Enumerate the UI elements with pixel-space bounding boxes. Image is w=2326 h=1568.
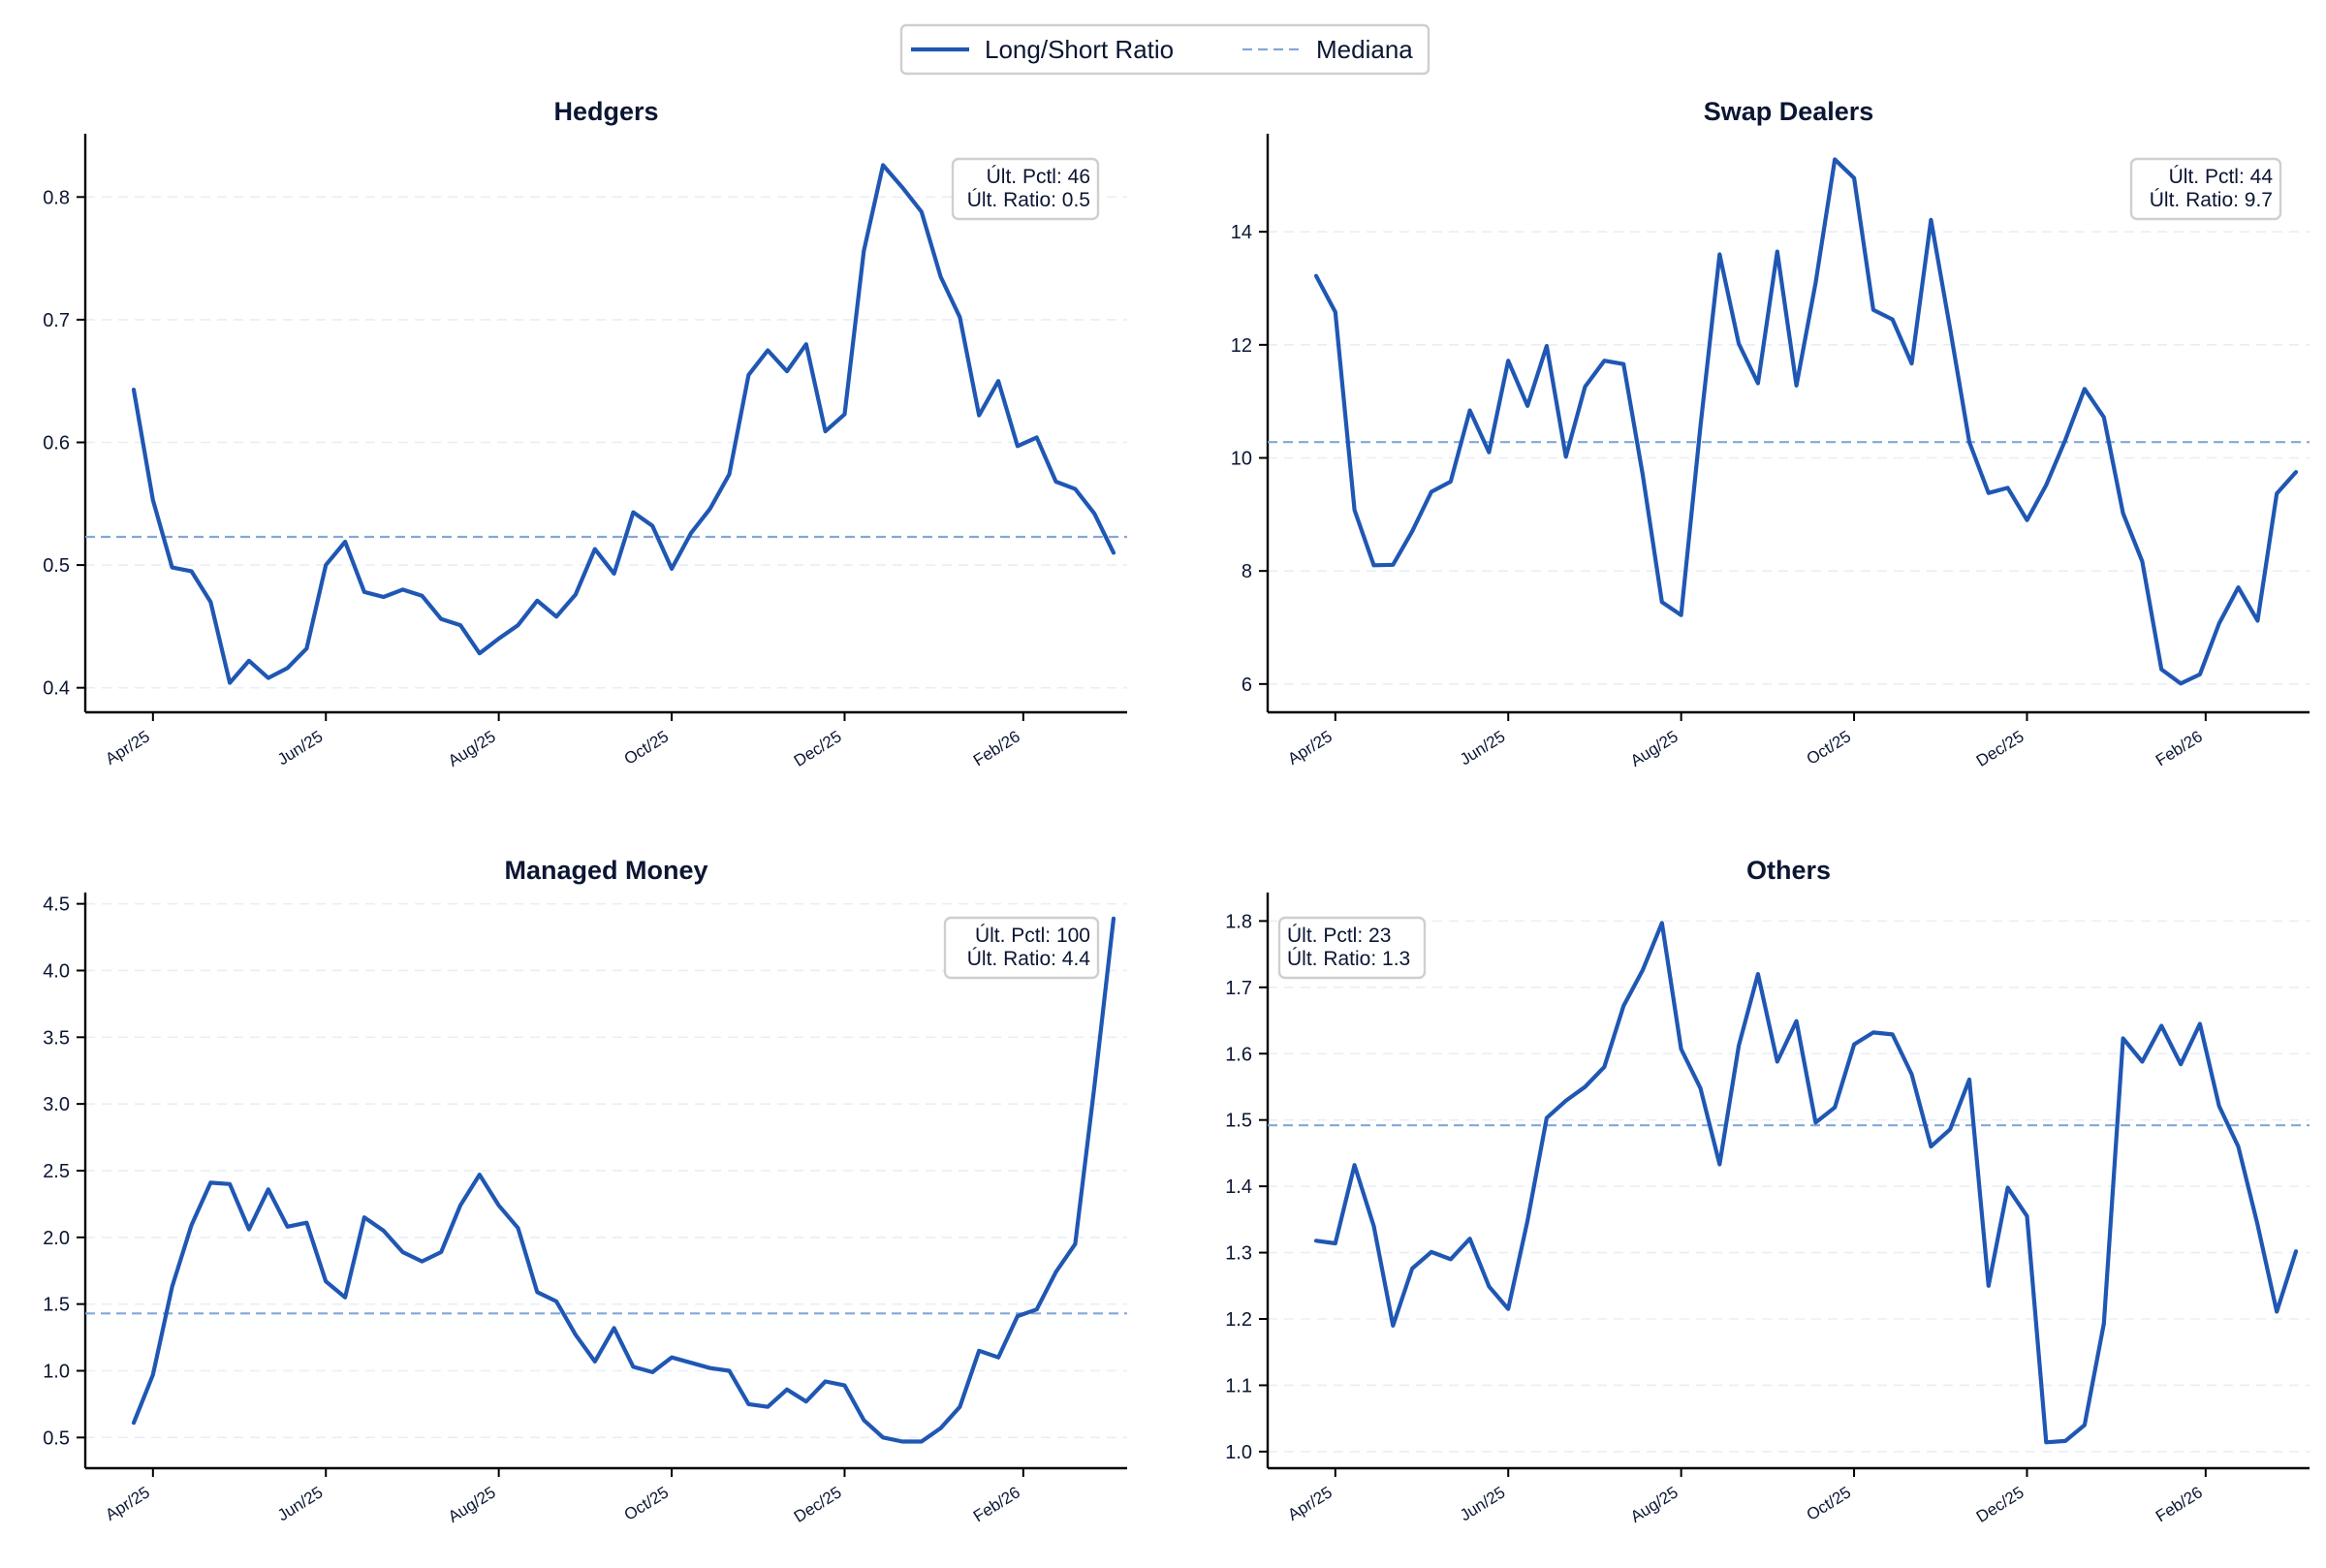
x-tick-label: Apr/25	[1284, 1483, 1336, 1524]
legend-ratio-label: Long/Short Ratio	[985, 35, 1174, 64]
ratio-series-line	[1313, 157, 2299, 686]
x-tick-label: Feb/26	[970, 1483, 1023, 1525]
x-tick-label: Feb/26	[2153, 1483, 2206, 1525]
x-tick-label: Jun/25	[274, 727, 326, 768]
y-tick-label: 1.8	[1225, 911, 1252, 932]
x-tick-label: Oct/25	[1804, 727, 1855, 768]
y-tick-label: 0.7	[43, 310, 70, 331]
annotation-line: Últ. Ratio: 9.7	[2150, 189, 2273, 211]
x-tick-label: Apr/25	[1284, 727, 1336, 768]
y-tick-label: 1.2	[1225, 1309, 1252, 1331]
x-tick-label: Oct/25	[621, 727, 673, 768]
y-tick-label: 1.3	[1225, 1243, 1252, 1265]
x-tick-label: Jun/25	[1457, 1483, 1508, 1524]
y-tick-label: 12	[1231, 335, 1252, 357]
y-tick-label: 14	[1231, 222, 1252, 243]
annotation-box	[1277, 916, 1427, 980]
y-tick-label: 3.5	[43, 1027, 70, 1049]
panel-managed-money: Managed Money 0.5 1.0 1.5 2.0 2.5 3.0 3.5 4.0 4.5…	[43, 856, 1127, 1526]
annotation-line: Últ. Pctl: 100	[975, 925, 1090, 947]
ratio-series-line	[131, 916, 1116, 1444]
panels: Hedgers 0.4 0.5 0.6 0.7 0.8 Apr/25 Jun/25 Aug/25…	[43, 97, 2310, 1526]
legend: Long/Short Ratio Mediana	[899, 23, 1430, 76]
ratio-series-line	[1313, 921, 2299, 1445]
annotation-line: Últ. Ratio: 1.3	[1287, 948, 1410, 970]
panel-title: Others	[1746, 856, 1831, 885]
legend-median-label: Mediana	[1316, 35, 1413, 64]
y-tick-label: 0.8	[43, 187, 70, 208]
x-tick-label: Aug/25	[1627, 1483, 1682, 1526]
panel-title: Managed Money	[504, 856, 707, 885]
x-tick-label: Aug/25	[445, 1483, 499, 1526]
panel-title: Swap Dealers	[1704, 97, 1874, 126]
x-tick-label: Aug/25	[1627, 727, 1682, 770]
y-tick-label: 4.5	[43, 894, 70, 916]
y-tick-label: 1.1	[1225, 1375, 1252, 1396]
y-tick-label: 4.0	[43, 960, 70, 982]
annotation-line: Últ. Pctl: 23	[1287, 925, 1391, 947]
x-tick-label: Jun/25	[274, 1483, 326, 1524]
ratio-series-line	[131, 163, 1116, 685]
y-tick-label: 1.5	[43, 1295, 70, 1316]
y-tick-label: 1.4	[1225, 1176, 1252, 1198]
x-tick-label: Dec/25	[791, 1483, 845, 1526]
annotation-box	[2129, 157, 2282, 221]
y-tick-label: 10	[1231, 449, 1252, 470]
annotation-box	[951, 157, 1100, 221]
x-tick-label: Dec/25	[791, 727, 845, 770]
x-tick-label: Feb/26	[2153, 727, 2206, 769]
y-tick-label: 3.0	[43, 1094, 70, 1115]
x-tick-label: Feb/26	[970, 727, 1023, 769]
y-tick-label: 2.0	[43, 1228, 70, 1249]
annotation-line: Últ. Pctl: 46	[987, 166, 1090, 188]
x-tick-label: Apr/25	[102, 727, 153, 768]
y-tick-label: 1.0	[43, 1361, 70, 1382]
y-tick-label: 0.5	[43, 1427, 70, 1449]
panel-others: Others 1.0 1.1 1.2 1.3 1.4 1.5 1.6 1.7 1.8 Apr/25 J…	[1225, 856, 2310, 1526]
y-tick-label: 1.7	[1225, 978, 1252, 999]
panel-swap-dealers: Swap Dealers 6 8 10 12 14 Apr/25 Jun/25 Aug/25 Oc…	[1231, 97, 2310, 770]
panel-title: Hedgers	[553, 97, 658, 126]
y-tick-label: 8	[1242, 561, 1252, 582]
panel-hedgers: Hedgers 0.4 0.5 0.6 0.7 0.8 Apr/25 Jun/25 Aug/25…	[43, 97, 1127, 770]
y-tick-label: 1.0	[1225, 1442, 1252, 1463]
x-tick-label: Jun/25	[1457, 727, 1508, 768]
y-tick-label: 0.5	[43, 555, 70, 577]
y-tick-label: 2.5	[43, 1161, 70, 1182]
y-tick-label: 0.4	[43, 678, 70, 700]
x-tick-label: Oct/25	[1804, 1483, 1855, 1524]
annotation-line: Últ. Pctl: 44	[2169, 166, 2274, 188]
y-tick-label: 6	[1242, 674, 1252, 696]
y-tick-label: 1.5	[1225, 1111, 1252, 1132]
x-tick-label: Dec/25	[1973, 727, 2027, 770]
x-tick-label: Apr/25	[102, 1483, 153, 1524]
annotation-box	[943, 916, 1100, 980]
y-tick-label: 1.6	[1225, 1044, 1252, 1065]
annotation-line: Últ. Ratio: 4.4	[967, 948, 1091, 970]
legend-box	[899, 23, 1430, 76]
y-tick-label: 0.6	[43, 432, 70, 454]
annotation-line: Últ. Ratio: 0.5	[967, 189, 1090, 211]
x-tick-label: Aug/25	[445, 727, 499, 770]
x-tick-label: Dec/25	[1973, 1483, 2027, 1526]
x-tick-label: Oct/25	[621, 1483, 673, 1524]
